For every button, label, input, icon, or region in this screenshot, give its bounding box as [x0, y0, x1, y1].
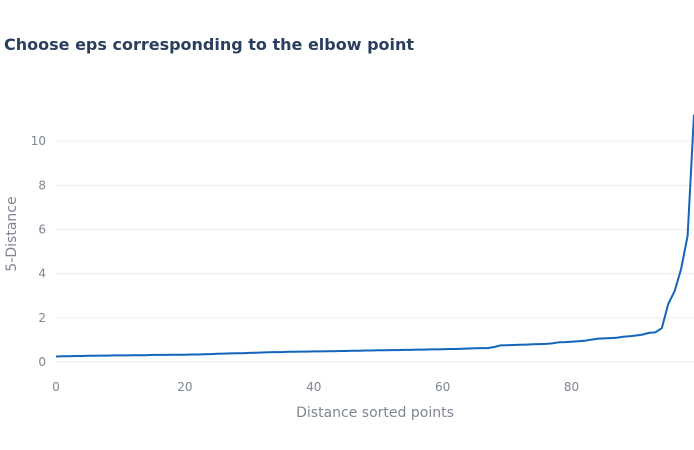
y-tick-label: 2 [38, 311, 46, 325]
gridlines [56, 140, 694, 363]
series-layer [55, 114, 694, 358]
x-tick-label: 20 [177, 380, 192, 394]
x-tick-label: 80 [564, 380, 579, 394]
y-tick-label: 6 [38, 223, 46, 237]
x-tick-label: 0 [52, 380, 60, 394]
x-axis-label: Distance sorted points [296, 405, 454, 421]
x-tick-label: 60 [435, 380, 450, 394]
y-tick-label: 10 [31, 134, 46, 148]
y-axis-ticks: 0 2 4 6 8 10 [31, 134, 46, 369]
y-axis-label: 5-Distance [4, 196, 20, 271]
x-tick-label: 40 [306, 380, 321, 394]
y-tick-label: 8 [38, 178, 46, 192]
series-line [55, 114, 694, 358]
y-tick-label: 4 [38, 267, 46, 281]
chart-title: Choose eps corresponding to the elbow po… [4, 35, 414, 54]
y-tick-label: 0 [38, 355, 46, 369]
x-axis-ticks: 0 20 40 60 80 [52, 380, 579, 394]
